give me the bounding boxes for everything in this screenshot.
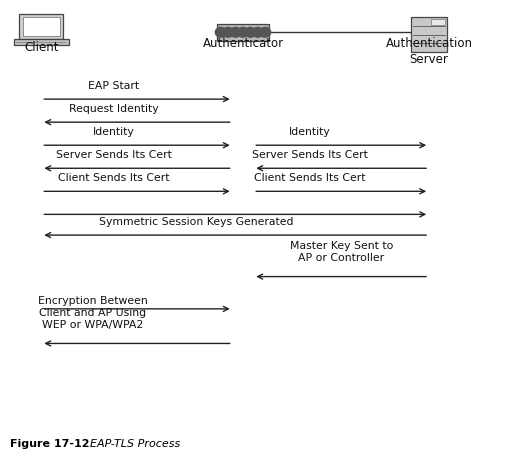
Text: Server Sends Its Cert: Server Sends Its Cert xyxy=(252,150,368,160)
Text: Client Sends Its Cert: Client Sends Its Cert xyxy=(254,173,366,183)
Text: Client: Client xyxy=(24,41,58,54)
FancyBboxPatch shape xyxy=(431,19,445,25)
Circle shape xyxy=(230,27,241,37)
FancyBboxPatch shape xyxy=(23,17,60,36)
Circle shape xyxy=(223,27,234,37)
Circle shape xyxy=(237,27,249,37)
Text: Authentication
Server: Authentication Server xyxy=(386,37,473,66)
Text: Master Key Sent to
AP or Controller: Master Key Sent to AP or Controller xyxy=(290,241,393,263)
Text: Request Identity: Request Identity xyxy=(69,104,159,114)
Circle shape xyxy=(216,27,226,37)
Text: EAP Start: EAP Start xyxy=(88,81,139,91)
FancyBboxPatch shape xyxy=(20,14,63,39)
FancyBboxPatch shape xyxy=(217,24,269,41)
Circle shape xyxy=(252,27,263,37)
Text: Identity: Identity xyxy=(290,127,331,137)
Circle shape xyxy=(260,27,270,37)
Text: Symmetric Session Keys Generated: Symmetric Session Keys Generated xyxy=(99,217,294,227)
FancyBboxPatch shape xyxy=(411,17,447,52)
Text: Identity: Identity xyxy=(93,127,134,137)
Circle shape xyxy=(245,27,256,37)
Text: Server Sends Its Cert: Server Sends Its Cert xyxy=(56,150,172,160)
Text: EAP-TLS Process: EAP-TLS Process xyxy=(90,439,181,449)
FancyBboxPatch shape xyxy=(14,39,69,45)
Text: Encryption Between
Client and AP Using
WEP or WPA/WPA2: Encryption Between Client and AP Using W… xyxy=(38,296,148,330)
Text: Client Sends Its Cert: Client Sends Its Cert xyxy=(58,173,170,183)
Text: Authenticator: Authenticator xyxy=(203,37,283,50)
Text: Figure 17-12: Figure 17-12 xyxy=(10,439,90,449)
